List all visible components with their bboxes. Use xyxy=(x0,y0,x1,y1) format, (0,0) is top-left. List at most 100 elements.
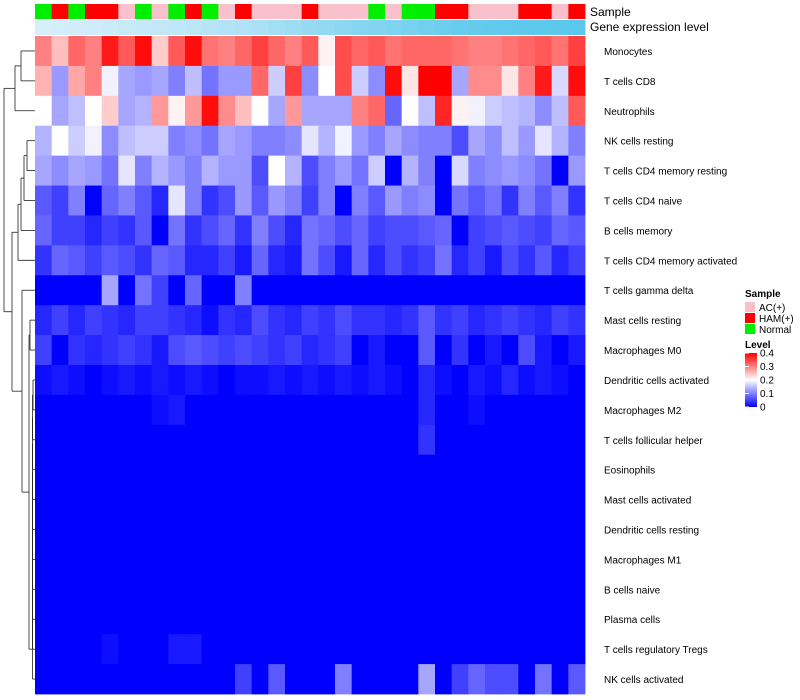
heatmap-cell xyxy=(35,365,53,396)
heatmap-cell xyxy=(35,484,53,515)
heatmap-cell xyxy=(468,664,486,695)
sample-annotation-cell xyxy=(135,4,153,19)
heatmap-cell xyxy=(335,155,353,186)
gene-expression-cell xyxy=(568,20,586,35)
heatmap-cell xyxy=(468,604,486,635)
heatmap-cell xyxy=(235,604,253,635)
heatmap-cell xyxy=(301,604,319,635)
heatmap-cell xyxy=(285,574,303,605)
heatmap-cell xyxy=(335,394,353,426)
sample-annotation-cell xyxy=(451,4,469,19)
heatmap-cell xyxy=(151,335,169,366)
heatmap-cell xyxy=(168,604,186,635)
heatmap-cell xyxy=(185,275,203,306)
heatmap-cell xyxy=(501,604,519,635)
heatmap-cell xyxy=(568,215,586,246)
row-labels: Monocytes T cells CD8 Neutrophils NK cells … xyxy=(604,47,737,686)
heatmap-cell xyxy=(518,514,536,545)
heatmap-cell xyxy=(135,664,153,695)
row-label: T cells CD4 naive xyxy=(604,197,683,208)
heatmap-cell xyxy=(151,634,169,665)
heatmap-cell xyxy=(318,125,336,157)
gene-expression-cell xyxy=(135,20,153,35)
heatmap-cell xyxy=(101,125,119,157)
heatmap-cell xyxy=(235,365,253,396)
heatmap-cell xyxy=(335,574,353,605)
heatmap-cell xyxy=(551,155,569,186)
heatmap-cell xyxy=(468,36,486,67)
level-legend-title: Level xyxy=(745,340,771,351)
gene-expression-cell xyxy=(451,20,469,35)
heatmap-cell xyxy=(468,634,486,665)
heatmap-cell xyxy=(551,514,569,545)
heatmap-cell xyxy=(535,275,553,306)
heatmap-cell xyxy=(551,365,569,396)
heatmap-cell xyxy=(285,394,303,426)
heatmap-cell xyxy=(285,365,303,396)
heatmap-cell xyxy=(201,544,219,575)
heatmap-cell xyxy=(318,394,336,426)
heatmap-cell xyxy=(568,275,586,306)
heatmap-cell xyxy=(368,185,386,216)
heatmap-cell xyxy=(151,365,169,396)
heatmap-cell xyxy=(335,634,353,665)
heatmap-cell xyxy=(451,544,469,575)
heatmap-cell xyxy=(418,544,436,575)
heatmap-cell xyxy=(401,36,419,67)
heatmap-cell xyxy=(201,574,219,605)
heatmap-cell xyxy=(185,125,203,157)
heatmap-cell xyxy=(85,185,103,216)
gene-expression-cell xyxy=(351,20,369,35)
heatmap-cell xyxy=(451,664,469,695)
heatmap-cell xyxy=(301,215,319,246)
heatmap-cell xyxy=(351,394,369,426)
heatmap-cell xyxy=(68,514,86,545)
heatmap-cell xyxy=(418,65,436,97)
row-label: Eosinophils xyxy=(604,466,655,477)
heatmap-cell xyxy=(451,454,469,486)
heatmap-cell xyxy=(218,305,236,336)
heatmap-cell xyxy=(201,365,219,396)
heatmap-cell xyxy=(51,484,69,515)
heatmap-cell xyxy=(385,335,403,366)
heatmap-cell xyxy=(251,125,269,157)
heatmap-cell xyxy=(101,305,119,336)
heatmap-cell xyxy=(368,155,386,186)
row-label: Mast cells activated xyxy=(604,496,691,507)
heatmap-cell xyxy=(35,65,53,97)
heatmap-cell xyxy=(451,424,469,456)
legend-swatch-ham xyxy=(745,313,755,323)
heatmap-cell xyxy=(251,155,269,186)
heatmap-cell xyxy=(201,604,219,635)
heatmap-cell xyxy=(35,155,53,186)
heatmap-cell xyxy=(68,245,86,276)
heatmap-cell xyxy=(451,155,469,186)
heatmap-cell xyxy=(168,454,186,486)
heatmap-cell xyxy=(151,604,169,635)
heatmap-cell xyxy=(101,604,119,635)
heatmap-cell xyxy=(368,544,386,575)
heatmap-cell xyxy=(385,125,403,157)
heatmap-cell xyxy=(185,36,203,67)
heatmap-cell xyxy=(218,36,236,67)
heatmap-cell xyxy=(201,394,219,426)
heatmap-cell xyxy=(335,335,353,366)
heatmap-cell xyxy=(568,634,586,665)
heatmap-cell xyxy=(35,514,53,545)
heatmap-cell xyxy=(151,95,169,127)
gene-expression-cell xyxy=(301,20,319,35)
heatmap-cell xyxy=(118,454,136,486)
row-label: Macrophages M1 xyxy=(604,555,682,566)
heatmap-cell xyxy=(68,275,86,306)
heatmap-cell xyxy=(535,574,553,605)
heatmap-cell xyxy=(101,574,119,605)
heatmap-cell xyxy=(151,125,169,157)
heatmap-cell xyxy=(151,664,169,695)
heatmap-cell xyxy=(85,245,103,276)
heatmap-cell xyxy=(501,454,519,486)
heatmap-cell xyxy=(168,394,186,426)
heatmap-cell xyxy=(501,634,519,665)
gene-expression-cell xyxy=(101,20,119,35)
sample-annotation-label: Sample xyxy=(590,5,631,19)
heatmap-cell xyxy=(101,185,119,216)
